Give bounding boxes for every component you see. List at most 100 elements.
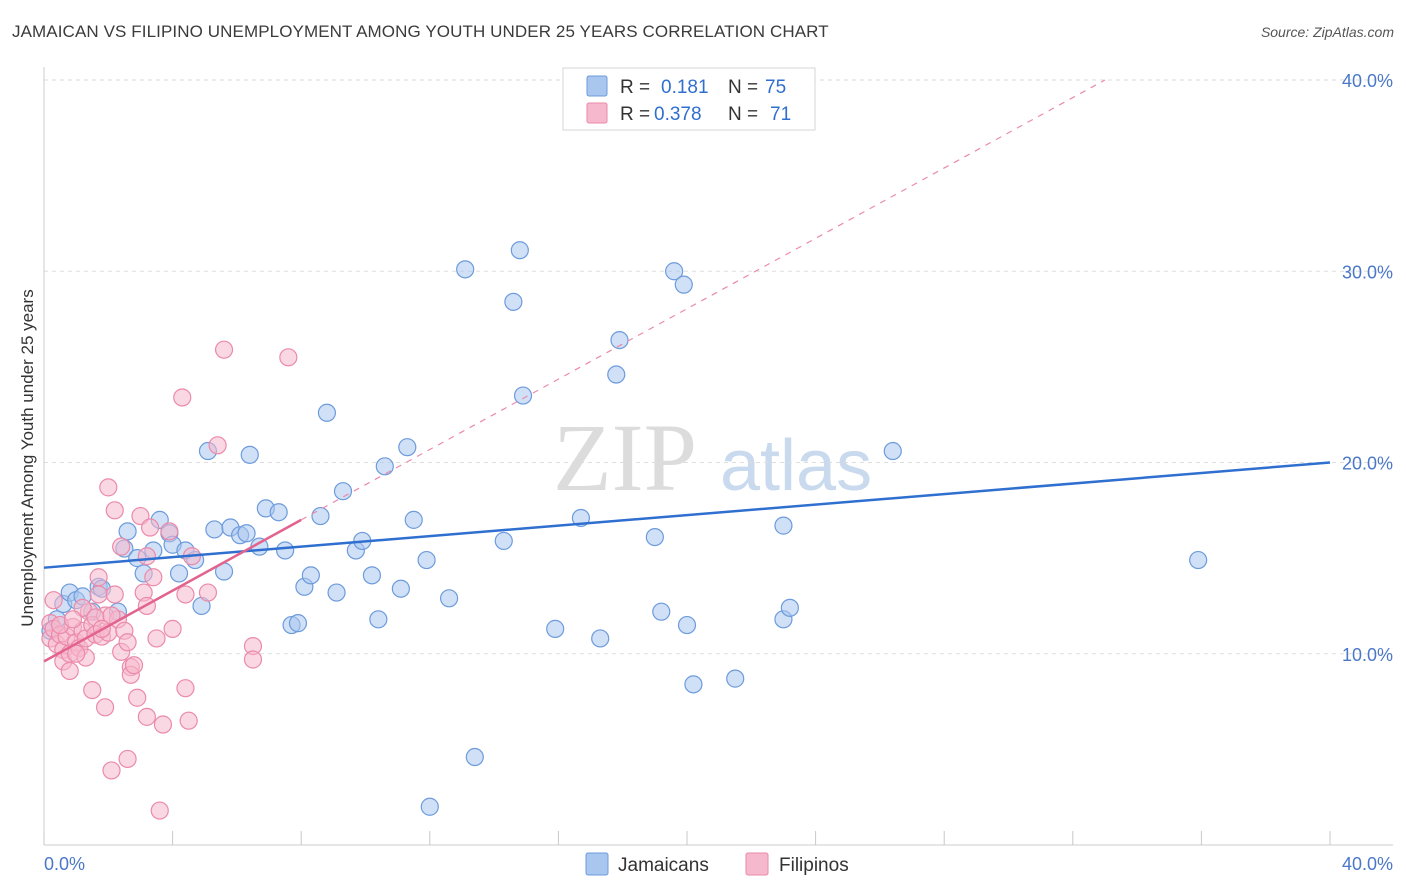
filipino-point — [150, 801, 169, 820]
filipino-point — [153, 715, 173, 734]
jamaican-point — [205, 520, 224, 539]
jamaicans-stats-swatch — [586, 75, 608, 97]
filipino-point — [89, 585, 108, 604]
jamaicans-r-value: 0.181 — [661, 77, 709, 98]
trend-lines — [43, 79, 1331, 663]
jamaican-point — [607, 365, 626, 384]
jamaican-point — [665, 262, 684, 281]
filipino-point — [140, 518, 160, 537]
jamaican-point — [780, 598, 799, 617]
jamaicans-legend-swatch — [585, 852, 609, 876]
filipino-point — [147, 629, 166, 648]
filipino-point — [124, 656, 144, 675]
jamaican-point — [465, 747, 484, 767]
grid — [44, 79, 1393, 655]
jamaican-point — [327, 583, 346, 602]
jamaican-point — [317, 403, 337, 422]
filipinos-trend-extension — [300, 79, 1106, 521]
filipino-point — [105, 501, 124, 520]
filipino-point — [118, 633, 137, 652]
jamaican-point — [398, 438, 417, 457]
jamaican-point — [118, 522, 137, 541]
jamaican-point — [610, 331, 629, 350]
jamaican-point — [652, 602, 671, 621]
series-legend: Jamaicans Filipinos — [585, 852, 849, 876]
jamaicans-n-label: N = — [728, 77, 758, 98]
stats-legend: R = 0.181 N = 75 R = 0.378 N = 71 — [562, 67, 816, 131]
filipino-point — [63, 610, 83, 629]
filipinos-legend-swatch — [745, 852, 769, 876]
y-axis-label: Unemployment Among Youth under 25 years — [18, 289, 37, 626]
filipinos-trend-line — [43, 518, 302, 663]
filipino-point — [102, 761, 121, 780]
filipino-point — [95, 698, 115, 717]
jamaican-point — [369, 610, 388, 629]
jamaican-point — [237, 524, 256, 543]
x-tick-label: 0.0% — [44, 854, 85, 874]
filipino-point — [137, 707, 156, 726]
jamaican-point — [677, 615, 697, 635]
jamaican-point — [510, 241, 529, 260]
jamaican-point — [288, 614, 308, 633]
filipino-point — [198, 583, 218, 602]
jamaican-point — [504, 292, 523, 311]
filipino-point — [99, 478, 118, 497]
filipinos-n-label: N = — [728, 104, 758, 125]
filipinos-r-value: 0.378 — [654, 104, 702, 125]
jamaican-point — [546, 619, 565, 638]
x-tick-label: 40.0% — [1342, 854, 1393, 874]
jamaicans-trend-line — [43, 461, 1331, 569]
y-tick-label: 40.0% — [1342, 71, 1393, 91]
jamaicans-points — [41, 241, 1208, 816]
source-label: Source: ZipAtlas.com — [1260, 24, 1394, 40]
filipino-point — [83, 680, 102, 700]
watermark-zip: ZIP — [553, 404, 697, 511]
jamaican-point — [269, 503, 288, 522]
filipino-point — [67, 644, 86, 663]
chart-title: JAMAICAN VS FILIPINO UNEMPLOYMENT AMONG … — [12, 22, 829, 41]
filipino-point — [112, 537, 131, 556]
filipino-point — [243, 650, 263, 669]
jamaican-point — [591, 629, 610, 648]
jamaican-point — [375, 457, 394, 476]
jamaican-point — [333, 482, 353, 501]
filipinos-stats-swatch — [586, 102, 608, 124]
jamaican-point — [1189, 550, 1208, 570]
filipino-point — [105, 585, 124, 604]
jamaican-point — [513, 386, 533, 405]
jamaican-point — [404, 510, 423, 529]
jamaican-point — [169, 564, 189, 583]
filipino-point — [160, 522, 179, 541]
filipinos-legend-label: Filipinos — [779, 855, 849, 876]
filipino-point — [89, 568, 108, 587]
filipinos-points — [41, 340, 298, 820]
jamaican-point — [883, 441, 902, 461]
jamaicans-legend-label: Jamaicans — [618, 855, 709, 876]
jamaican-point — [674, 275, 693, 294]
y-tick-label: 30.0% — [1342, 262, 1393, 282]
filipino-point — [179, 711, 198, 730]
jamaican-point — [439, 589, 459, 608]
jamaican-point — [276, 541, 295, 560]
jamaican-point — [362, 566, 382, 585]
filipino-point — [144, 568, 163, 587]
jamaican-point — [391, 579, 410, 598]
watermark-atlas: atlas — [720, 426, 872, 506]
filipino-point — [176, 679, 195, 698]
filipino-point — [214, 340, 234, 359]
filipino-point — [60, 661, 79, 681]
jamaican-point — [456, 260, 475, 279]
filipino-point — [118, 749, 137, 769]
jamaicans-n-value: 75 — [765, 77, 786, 98]
filipino-point — [173, 388, 192, 407]
jamaican-point — [301, 566, 320, 585]
filipino-point — [44, 591, 63, 610]
y-tick-label: 10.0% — [1342, 645, 1393, 665]
jamaican-point — [417, 550, 436, 570]
ticks: 10.0% 20.0% 30.0% 40.0% 0.0% 40.0% — [43, 71, 1393, 874]
filipino-point — [137, 547, 156, 566]
filipino-point — [128, 688, 147, 707]
filipinos-n-value: 71 — [770, 104, 791, 125]
jamaican-point — [420, 797, 439, 816]
